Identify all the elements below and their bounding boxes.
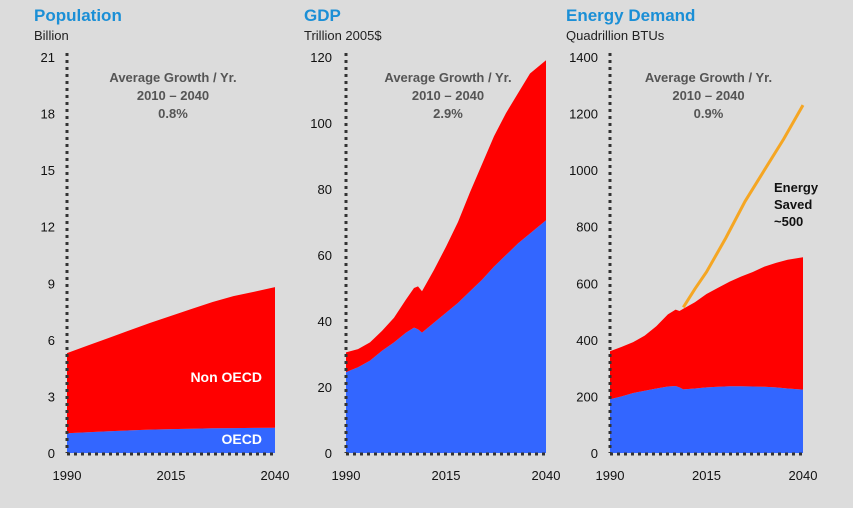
y-tick-label: 80 <box>318 182 332 197</box>
x-tick-label: 2015 <box>432 468 461 483</box>
growth-annotation: 2010 – 2040 <box>137 88 209 103</box>
panel-title: Energy Demand <box>566 6 695 25</box>
x-tick-label: 2040 <box>532 468 561 483</box>
x-tick-label: 2015 <box>692 468 721 483</box>
y-tick-label: 800 <box>576 220 598 235</box>
area-oecd <box>346 220 546 453</box>
area-oecd <box>67 427 275 453</box>
y-tick-label: 0 <box>48 446 55 461</box>
x-tick-label: 2040 <box>261 468 290 483</box>
energy-saved-callout: Energy <box>774 180 819 195</box>
y-tick-label: 200 <box>576 389 598 404</box>
x-tick-label: 1990 <box>596 468 625 483</box>
y-tick-label: 1000 <box>569 163 598 178</box>
y-tick-label: 3 <box>48 389 55 404</box>
growth-annotation: Average Growth / Yr. <box>645 70 772 85</box>
panel-subtitle: Trillion 2005$ <box>304 28 382 43</box>
area-oecd <box>610 386 803 453</box>
energy-saved-callout: Saved <box>774 197 812 212</box>
series-label-non-oecd: Non OECD <box>190 369 262 385</box>
growth-annotation: 2010 – 2040 <box>412 88 484 103</box>
energy-saved-line <box>682 104 805 309</box>
y-tick-label: 600 <box>576 276 598 291</box>
y-tick-label: 1200 <box>569 107 598 122</box>
growth-annotation: 2.9% <box>433 106 463 121</box>
y-tick-label: 12 <box>41 220 55 235</box>
x-tick-label: 1990 <box>332 468 361 483</box>
y-tick-label: 18 <box>41 107 55 122</box>
y-tick-label: 6 <box>48 333 55 348</box>
energy-saved-callout: ~500 <box>774 214 803 229</box>
panel-subtitle: Billion <box>34 28 69 43</box>
series-label-oecd: OECD <box>222 431 262 447</box>
growth-annotation: Average Growth / Yr. <box>384 70 511 85</box>
area-non-oecd <box>67 287 275 434</box>
y-tick-label: 40 <box>318 314 332 329</box>
y-tick-label: 1400 <box>569 50 598 65</box>
panel-title: GDP <box>304 6 341 25</box>
y-tick-label: 0 <box>325 446 332 461</box>
y-tick-label: 400 <box>576 333 598 348</box>
growth-annotation: 0.8% <box>158 106 188 121</box>
x-tick-label: 2015 <box>157 468 186 483</box>
y-tick-label: 15 <box>41 163 55 178</box>
y-tick-label: 20 <box>318 380 332 395</box>
area-non-oecd <box>346 60 546 373</box>
panel-subtitle: Quadrillion BTUs <box>566 28 665 43</box>
x-tick-label: 1990 <box>53 468 82 483</box>
panel-title: Population <box>34 6 122 25</box>
y-tick-label: 9 <box>48 276 55 291</box>
growth-annotation: 0.9% <box>694 106 724 121</box>
growth-annotation: 2010 – 2040 <box>672 88 744 103</box>
growth-annotation: Average Growth / Yr. <box>109 70 236 85</box>
y-tick-label: 60 <box>318 248 332 263</box>
y-tick-label: 21 <box>41 50 55 65</box>
y-tick-label: 120 <box>310 50 332 65</box>
area-non-oecd <box>610 257 803 400</box>
y-tick-label: 0 <box>591 446 598 461</box>
y-tick-label: 100 <box>310 116 332 131</box>
x-tick-label: 2040 <box>789 468 818 483</box>
